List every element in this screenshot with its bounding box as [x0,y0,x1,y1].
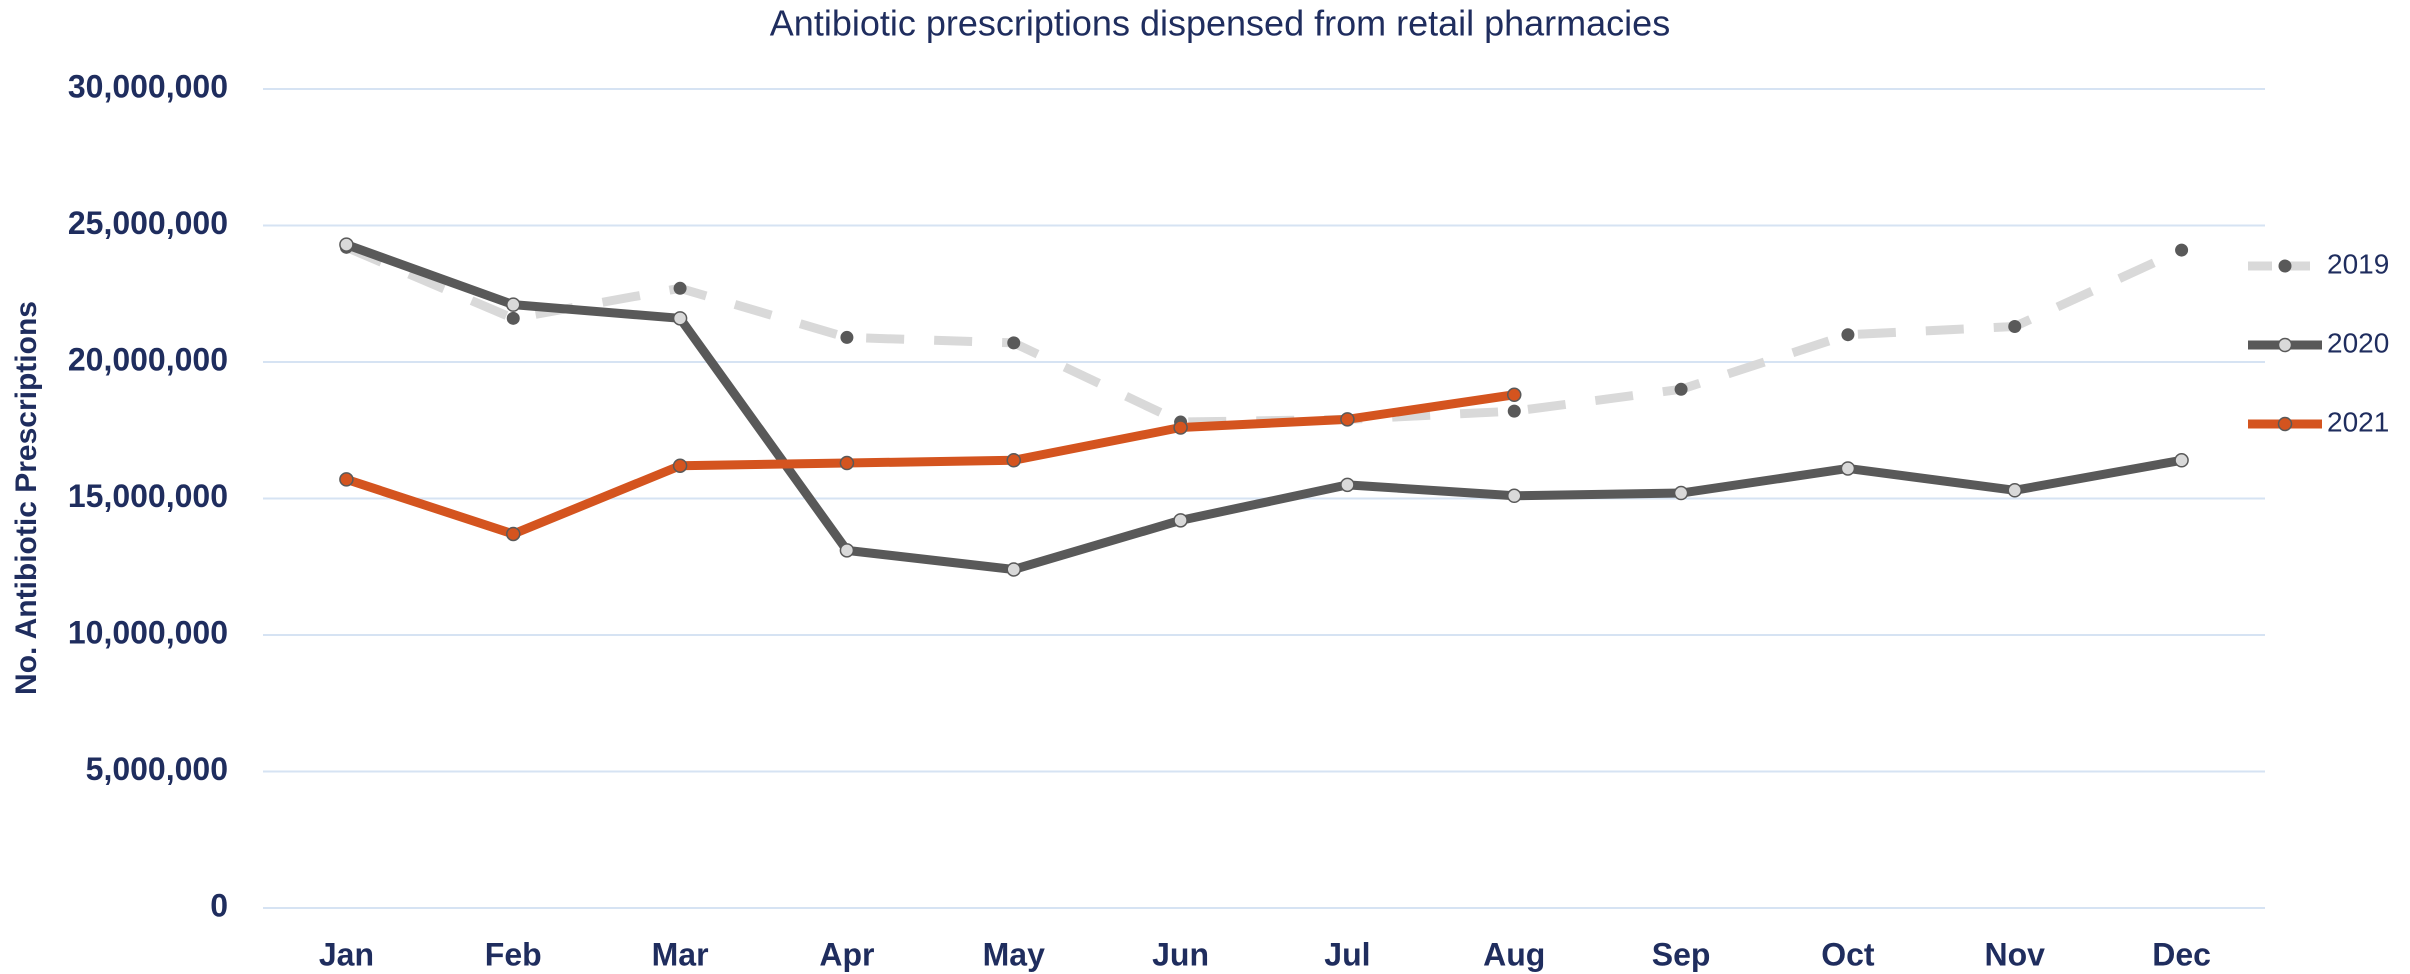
data-point [1340,412,1355,427]
data-point [1841,328,1855,342]
x-tick-label: Nov [1985,936,2046,972]
data-point [1507,387,1522,403]
data-point [1007,336,1021,350]
x-tick-label: Oct [1821,936,1875,972]
data-point [672,458,688,473]
data-point [839,543,855,558]
data-point [506,297,521,312]
x-tick-label: Jun [1152,936,1209,972]
data-point [1006,453,1021,468]
x-tick-label: Feb [485,936,542,972]
y-tick-label: 15,000,000 [68,478,228,514]
chart-title: Antibiotic prescriptions dispensed from … [770,3,1670,44]
data-point [506,526,521,542]
x-tick-label: Mar [652,936,709,972]
data-point [1006,562,1021,577]
legend-marker [2277,416,2293,432]
y-tick-label: 10,000,000 [68,614,228,650]
data-point [672,311,688,326]
data-point [339,472,354,487]
x-tick-label: Sep [1652,936,1711,972]
y-tick-label: 20,000,000 [68,341,228,377]
series-line [344,240,2183,574]
data-point [339,237,354,252]
legend-marker [2278,259,2292,273]
data-point [1674,382,1688,396]
y-tick-label: 0 [210,887,228,923]
x-tick-label: Aug [1483,936,1545,972]
y-tick-label: 5,000,000 [86,751,228,787]
data-point [2174,453,2189,468]
data-point [839,455,855,471]
data-point [1507,404,1521,418]
data-point [840,330,854,344]
y-axis-label: No. Antibiotic Prescriptions [10,301,43,695]
series-line [345,390,1515,539]
data-point [1673,485,1689,501]
data-point [1507,488,1522,504]
x-tick-label: Apr [819,936,874,972]
x-tick-label: Jan [319,936,374,972]
data-point [2175,243,2189,257]
legend-label: 2021 [2327,406,2389,437]
data-point [1173,513,1188,528]
data-point [506,311,520,325]
data-point [673,281,687,295]
y-tick-label: 30,000,000 [68,68,228,104]
legend-label: 2020 [2327,327,2389,358]
data-point [2007,483,2022,498]
data-point [2008,320,2022,334]
y-tick-label: 25,000,000 [68,205,228,241]
x-tick-label: May [983,936,1045,972]
x-tick-label: Jul [1324,936,1370,972]
legend-label: 2019 [2327,248,2389,279]
series-line [344,243,2184,427]
data-point [1340,477,1355,493]
data-point [1840,461,1856,476]
legend-marker [2277,337,2293,353]
data-point [1173,420,1188,435]
x-tick-label: Dec [2152,936,2211,972]
